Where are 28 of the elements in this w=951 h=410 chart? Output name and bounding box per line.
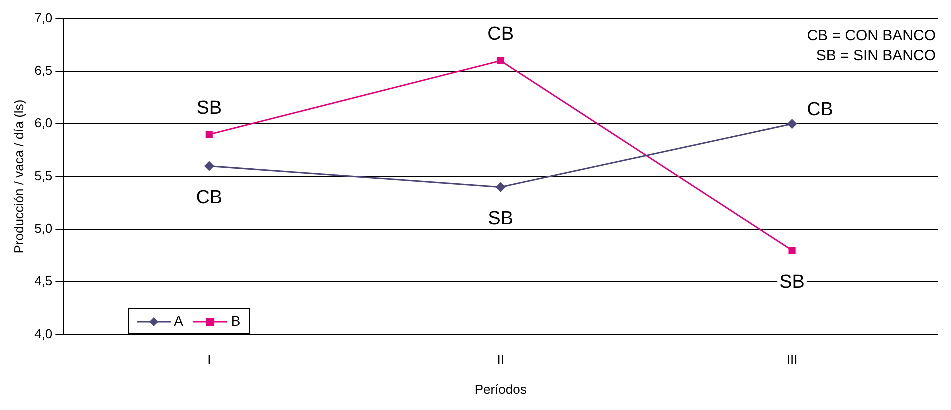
- point: [788, 247, 796, 254]
- x-axis-title: Períodos: [474, 382, 528, 397]
- legend-label: A: [173, 313, 184, 329]
- y-axis-title: Producción / vaca / día (ls): [11, 100, 26, 254]
- y-tick-label: 7,0: [34, 10, 53, 26]
- y-tick-label: 6,0: [34, 116, 53, 131]
- annotation: SB: [196, 98, 222, 119]
- point: [206, 131, 213, 138]
- annotation: CB = CON BANCO: [807, 27, 936, 44]
- y-tick-label: 5,0: [34, 221, 53, 236]
- x-tick-label: III: [786, 352, 798, 368]
- point: [787, 119, 798, 130]
- y-tick-label: 4,0: [34, 326, 53, 342]
- annotation: SB: [488, 208, 514, 230]
- y-tick-label: 4,5: [34, 274, 53, 289]
- annotation: CB: [807, 99, 834, 120]
- legend-label: B: [230, 313, 241, 329]
- annotation: SB: [780, 272, 805, 293]
- annotation: CB: [196, 188, 223, 208]
- x-tick-label: I: [208, 352, 212, 368]
- annotation: CB: [488, 24, 514, 46]
- annotation: SB = SIN BANCO: [816, 47, 936, 64]
- y-tick-label: 5,5: [34, 168, 53, 184]
- x-tick-label: II: [497, 352, 504, 368]
- point: [497, 57, 504, 64]
- point: [204, 161, 214, 172]
- point: [496, 182, 506, 192]
- y-tick-label: 6,5: [34, 63, 53, 78]
